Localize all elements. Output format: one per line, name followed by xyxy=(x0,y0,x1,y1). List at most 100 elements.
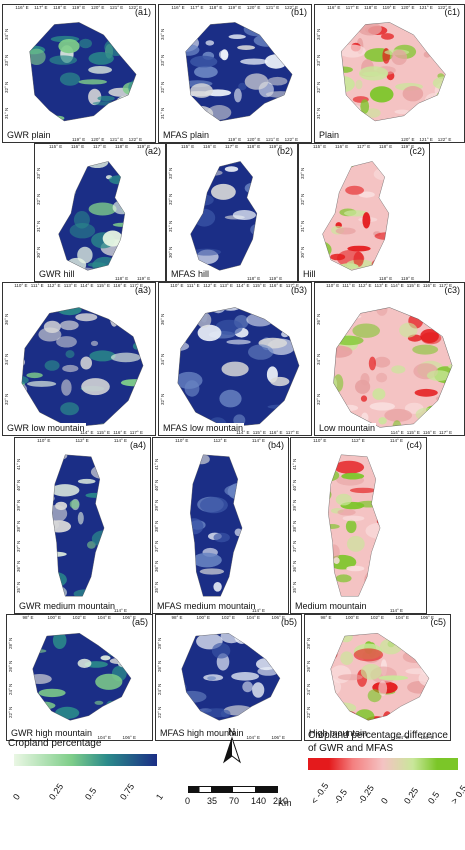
land-patch xyxy=(296,513,316,523)
land-patch xyxy=(293,662,301,666)
land-patch xyxy=(153,438,169,449)
land-patch xyxy=(7,652,29,657)
difference-tick: -0.25 xyxy=(355,783,376,806)
land-patch xyxy=(10,630,20,635)
land-patch xyxy=(89,350,116,362)
region-outline xyxy=(29,22,137,122)
longitude-tick: 116° E xyxy=(113,283,127,288)
longitude-tick: 114° E xyxy=(251,608,266,613)
land-patch xyxy=(57,454,68,456)
cropland-colorbar xyxy=(14,754,157,766)
land-patch xyxy=(373,167,389,181)
land-patch xyxy=(361,412,369,424)
land-patch xyxy=(422,599,426,606)
land-patch xyxy=(399,322,418,338)
land-patch xyxy=(402,650,427,663)
longitude-tick: 122° E xyxy=(437,137,452,142)
land-patch xyxy=(95,673,123,690)
land-patch xyxy=(403,516,417,533)
land-patch xyxy=(52,492,55,505)
land-patch xyxy=(229,267,248,271)
latitude-tick: 35° N xyxy=(154,581,159,593)
land-patch xyxy=(334,460,365,474)
longitude-tick: 118° E xyxy=(209,5,223,10)
land-patch xyxy=(21,309,25,321)
land-patch xyxy=(260,577,285,587)
land-patch xyxy=(165,465,180,476)
longitude-tick: 116° E xyxy=(422,430,437,435)
longitude-tick: 111° E xyxy=(342,283,356,288)
land-patch xyxy=(276,228,296,240)
latitude-tick: 33° N xyxy=(4,55,9,67)
longitude-tick: 110° E xyxy=(326,283,340,288)
land-patch xyxy=(190,454,194,465)
land-patch xyxy=(389,570,414,576)
longitude-tick: 120° E xyxy=(246,5,261,10)
land-patch xyxy=(380,638,402,655)
land-patch xyxy=(394,244,402,258)
land-patch xyxy=(391,365,406,374)
longitude-tick: 110° E xyxy=(175,438,189,443)
longitude-tick: 118° E xyxy=(247,276,261,281)
land-patch xyxy=(415,520,426,534)
map-panel-c3: (c3) Low mountain 110° E 111° E 112° E 113° E… xyxy=(314,282,465,436)
land-patch xyxy=(395,218,418,235)
land-patch xyxy=(120,234,125,246)
latitude-tick: 28° N xyxy=(306,637,311,649)
land-patch xyxy=(351,633,363,636)
longitude-tick: 119° E xyxy=(228,5,242,10)
land-patch xyxy=(123,452,141,462)
land-patch xyxy=(21,375,29,385)
land-patch xyxy=(402,86,424,102)
land-patch xyxy=(21,381,25,387)
land-patch xyxy=(330,687,337,703)
land-patch xyxy=(141,543,150,550)
land-patch xyxy=(157,497,181,509)
land-patch xyxy=(207,105,232,120)
land-patch xyxy=(425,642,429,654)
land-patch xyxy=(330,253,346,261)
land-patch xyxy=(21,382,28,397)
land-patch xyxy=(297,99,311,112)
land-patch xyxy=(311,704,325,709)
land-patch xyxy=(56,336,77,348)
land-patch xyxy=(61,379,72,396)
panel-title: GWR hill xyxy=(38,269,76,279)
land-patch xyxy=(60,402,79,416)
land-patch xyxy=(299,156,308,163)
land-patch xyxy=(330,633,344,638)
latitude-tick: 32° N xyxy=(160,81,165,93)
land-patch xyxy=(219,389,242,408)
map-svg xyxy=(52,452,150,597)
land-patch xyxy=(177,341,190,352)
land-patch xyxy=(231,581,243,591)
land-patch xyxy=(90,340,99,346)
land-patch xyxy=(256,192,257,200)
land-patch xyxy=(333,345,353,358)
land-patch xyxy=(140,253,165,258)
region-outline xyxy=(328,454,381,597)
land-patch xyxy=(267,704,275,721)
land-patch xyxy=(159,292,169,306)
land-patch xyxy=(161,654,171,672)
land-patch xyxy=(355,79,363,90)
land-patch xyxy=(105,541,121,557)
land-patch xyxy=(328,544,340,560)
land-patch xyxy=(373,356,391,368)
land-patch xyxy=(328,486,332,504)
land-patch xyxy=(328,469,340,482)
longitude-tick: 104° E xyxy=(246,735,261,740)
longitude-tick: 119° E xyxy=(401,276,415,281)
scale-tick: 0 xyxy=(185,796,191,806)
land-patch xyxy=(435,657,451,672)
land-patch xyxy=(190,518,204,535)
land-patch xyxy=(131,418,144,428)
latitude-tick: 28° N xyxy=(8,637,13,649)
land-patch xyxy=(201,169,223,176)
panel-label: (c5) xyxy=(429,617,447,627)
land-patch xyxy=(333,339,338,344)
land-patch xyxy=(378,675,409,681)
land-patch xyxy=(32,674,52,684)
longitude-tick: 118° E xyxy=(53,5,67,10)
land-patch xyxy=(322,444,339,450)
